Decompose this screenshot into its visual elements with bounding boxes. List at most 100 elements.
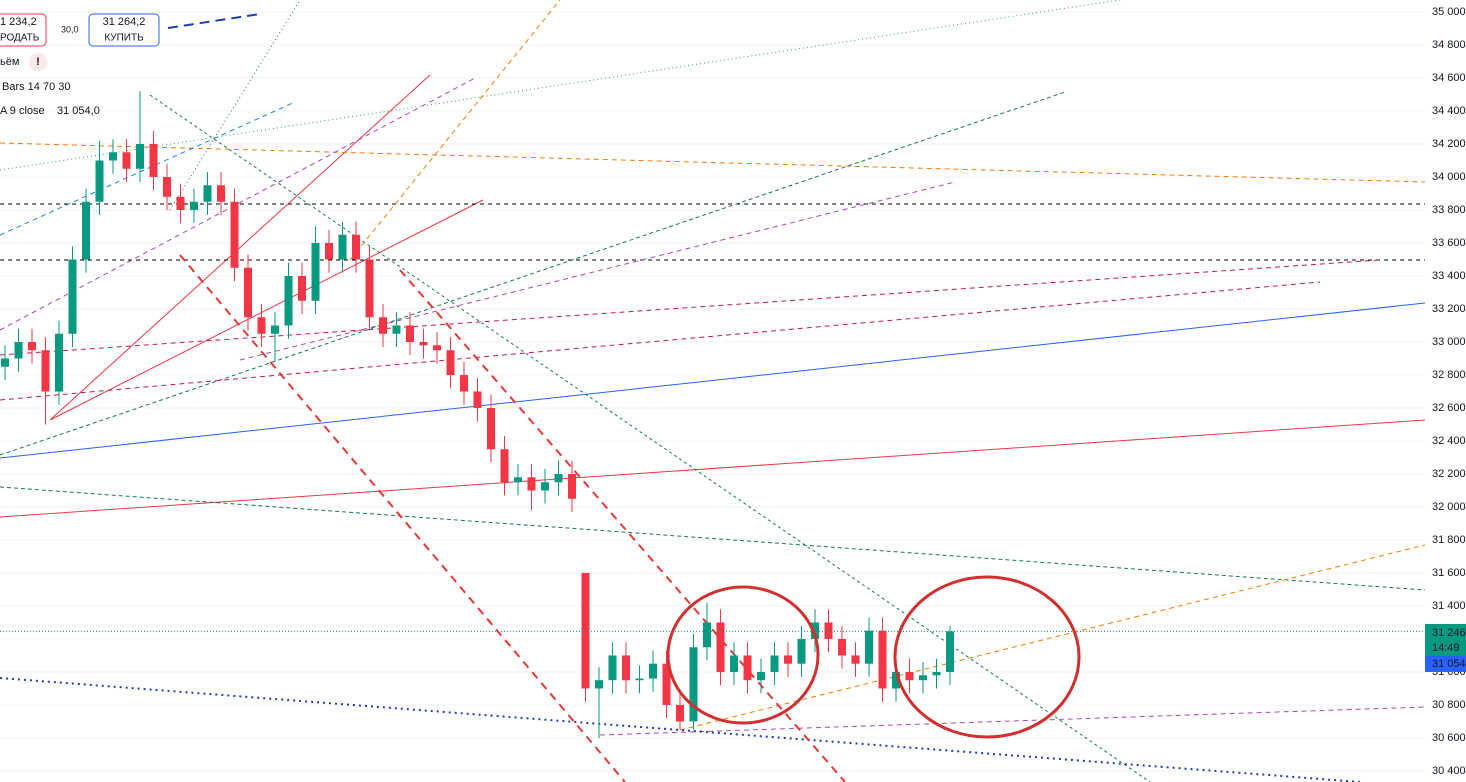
candle-body	[460, 374, 468, 392]
candle-body	[703, 622, 711, 648]
y-tick-label: 33 400	[1432, 270, 1466, 282]
y-tick-label: 34 400	[1432, 105, 1466, 117]
y-tick-label: 34 600	[1432, 72, 1466, 84]
candle-body	[662, 663, 671, 705]
candle-body	[514, 477, 522, 483]
candle-body	[392, 325, 401, 334]
candle-body	[797, 638, 806, 664]
y-tick-label: 34 200	[1432, 138, 1466, 150]
candle-body	[487, 407, 495, 450]
candle-body	[149, 144, 158, 178]
candle-body	[784, 655, 792, 664]
candle-body	[136, 144, 144, 169]
candle-body	[608, 655, 617, 681]
toolbar: 1 234,2 РОДАТЬ 30,0 31 264,2 КУПИТЬ ьём …	[0, 13, 261, 117]
candle-body	[770, 655, 779, 672]
sell-price: 1 234,2	[0, 16, 37, 28]
candle-body	[743, 655, 752, 681]
candle-body	[473, 391, 482, 408]
candle-body	[41, 350, 50, 392]
y-tick-label: 33 000	[1432, 336, 1466, 348]
candle-body	[257, 317, 266, 334]
price-tags: 31 246 14:49 31 054	[1425, 624, 1466, 672]
sell-label: РОДАТЬ	[0, 33, 40, 44]
candles	[0, 91, 1425, 738]
countdown: 14:49	[1432, 642, 1460, 654]
candle-body	[446, 350, 455, 375]
candle-body	[203, 185, 212, 202]
candle-body	[419, 342, 428, 346]
candle-body	[55, 333, 63, 392]
candle-body	[824, 622, 833, 639]
candle-body	[365, 259, 374, 318]
candle-body	[892, 671, 900, 689]
buy-label: КУПИТЬ	[104, 33, 144, 44]
indicator2-value: 31 054,0	[57, 105, 100, 117]
y-tick-label: 35 000	[1432, 6, 1466, 18]
candle-body	[730, 655, 738, 672]
candle-body	[811, 622, 819, 639]
y-tick-label: 31 400	[1432, 600, 1466, 612]
candle-body	[109, 152, 117, 161]
candle-body	[406, 325, 414, 343]
candle-body	[851, 655, 860, 664]
candle-body	[757, 671, 765, 681]
candle-body	[946, 631, 954, 672]
candle-body	[122, 152, 131, 169]
y-tick-label: 34 000	[1432, 171, 1466, 183]
candle-body	[568, 473, 576, 499]
volume-label: ьём	[0, 56, 19, 68]
candle-body	[622, 655, 630, 681]
candle-body	[905, 671, 914, 681]
candle-body	[28, 342, 36, 351]
y-tick-label: 30 600	[1432, 732, 1466, 744]
candle-body	[163, 177, 171, 197]
candle-body	[649, 663, 657, 679]
candle-body	[689, 647, 698, 722]
y-tick-label: 32 200	[1432, 468, 1466, 480]
candle-body	[878, 630, 887, 689]
candle-body	[190, 201, 198, 211]
candle-body	[433, 345, 441, 351]
candle-body	[379, 317, 387, 334]
candle-body	[500, 449, 509, 483]
y-tick-label: 33 600	[1432, 237, 1466, 249]
y-tick-label: 32 000	[1432, 501, 1466, 513]
y-tick-label: 34 800	[1432, 39, 1466, 51]
y-tick-label: 30 400	[1432, 765, 1466, 777]
candle-body	[932, 671, 941, 676]
buy-button[interactable]	[88, 13, 160, 47]
candle-body	[338, 234, 347, 260]
warning: !	[36, 56, 40, 68]
y-tick-label: 33 800	[1432, 204, 1466, 216]
annotations	[666, 575, 1081, 739]
last-price-tag	[1425, 624, 1466, 656]
last-price: 31 246	[1432, 627, 1466, 639]
candle-body	[244, 267, 252, 318]
candle-body	[1, 358, 9, 367]
candle-body	[298, 276, 306, 301]
candle-body	[595, 680, 603, 689]
candle-body	[865, 630, 873, 664]
candle-body	[581, 572, 590, 689]
spread: 30,0	[61, 24, 79, 34]
sell-button[interactable]	[0, 13, 47, 47]
ma-value: 31 054	[1432, 658, 1466, 670]
y-tick-label: 31 600	[1432, 567, 1466, 579]
candle-body	[284, 276, 293, 326]
buy-price: 31 264,2	[103, 16, 146, 28]
indicator2: A 9 close	[0, 105, 45, 117]
candle-body	[176, 196, 185, 211]
candle-body	[716, 622, 725, 672]
y-tick-label: 32 400	[1432, 435, 1466, 447]
candle-body	[217, 185, 225, 202]
candle-body	[311, 243, 320, 301]
candle-body	[14, 342, 23, 359]
y-tick-label: 32 800	[1432, 369, 1466, 381]
candle-body	[541, 482, 549, 491]
candle-body	[82, 201, 90, 260]
candle-body	[838, 638, 846, 656]
y-tick-label: 30 800	[1432, 699, 1466, 711]
candle-body	[230, 201, 239, 268]
ma-tag	[1425, 656, 1466, 672]
